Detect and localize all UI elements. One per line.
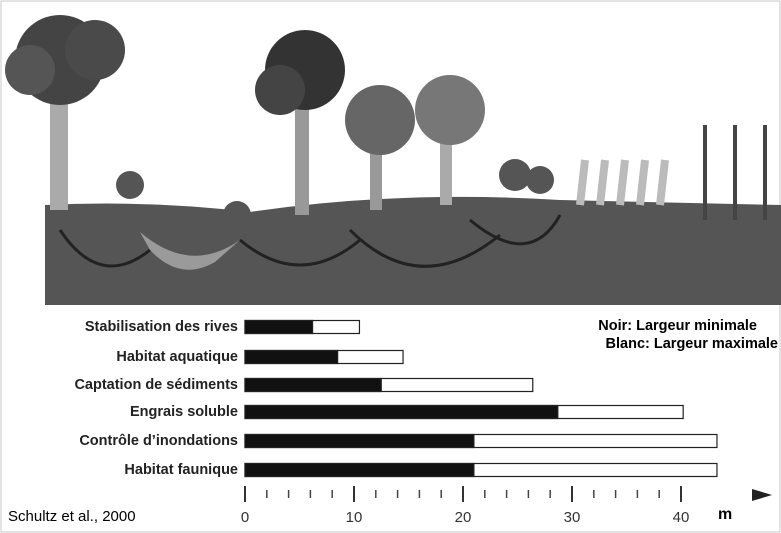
bar [245, 379, 381, 392]
x-tick-label: 20 [455, 509, 472, 526]
category-label: Contrôle d’inondations [79, 433, 238, 449]
bar [245, 321, 313, 334]
bar [245, 351, 338, 364]
category-label: Habitat aquatique [116, 349, 238, 365]
x-tick-label: 10 [346, 509, 363, 526]
x-tick-label: 0 [241, 509, 249, 526]
source: Schultz et al., 2000 [8, 508, 136, 525]
bar [245, 464, 474, 477]
x-axis-label: m [718, 506, 732, 523]
bar [245, 406, 558, 419]
category-label: Stabilisation des rives [85, 319, 238, 335]
chart: Noir: Largeur minimale Blanc: Largeur ma… [0, 0, 781, 533]
legend-max: Blanc: Largeur maximale [606, 336, 778, 352]
legend-min: Noir: Largeur minimale [598, 318, 757, 334]
x-tick-label: 40 [673, 509, 690, 526]
bar [245, 435, 474, 448]
x-tick-label: 30 [564, 509, 581, 526]
category-label: Habitat faunique [124, 462, 238, 478]
category-label: Captation de sédiments [74, 377, 238, 393]
category-label: Engrais soluble [130, 404, 238, 420]
